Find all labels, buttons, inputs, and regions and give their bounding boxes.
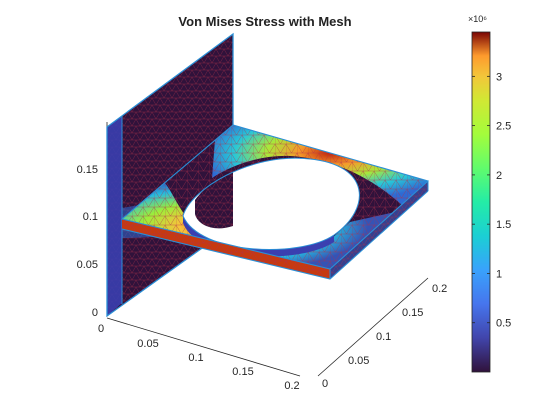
x-tick-label: 0.1 <box>188 352 203 364</box>
x-tick-label: 0.05 <box>137 338 158 350</box>
z-tick-label: 0 <box>92 307 98 319</box>
y-tick-label: 0.2 <box>432 283 447 295</box>
horizontal-plate <box>120 124 430 280</box>
x-tick-label: 0.15 <box>232 366 253 378</box>
chart-title: Von Mises Stress with Mesh <box>178 14 352 29</box>
colorbar-tick-label: 2 <box>496 170 502 182</box>
y-tick-label: 0.15 <box>402 307 423 319</box>
x-axis-line <box>106 317 301 377</box>
colorbar-tick-label: 0.5 <box>496 318 511 330</box>
x-tick-label: 0 <box>98 323 104 335</box>
colorbar-ticks: 0.5 1 1.5 2 2.5 3 <box>472 71 511 330</box>
y-tick-label: 0 <box>322 378 328 390</box>
colorbar-tick-label: 3 <box>496 71 502 83</box>
y-tick-label: 0.05 <box>348 355 369 367</box>
z-tick-label: 0.1 <box>83 211 98 223</box>
z-tick-label: 0.15 <box>77 164 98 176</box>
colorbar-tick-label: 1 <box>496 268 502 280</box>
y-axis-ticks: 0 0.05 0.1 0.15 0.2 <box>322 283 447 390</box>
colorbar: ×10⁶ 0.5 1 1.5 2 2.5 3 <box>468 14 511 373</box>
z-tick-label: 0.05 <box>77 259 98 271</box>
z-axis-ticks: 0 0.05 0.1 0.15 <box>77 164 98 319</box>
y-tick-label: 0.1 <box>376 331 391 343</box>
x-axis-ticks: 0 0.05 0.1 0.15 0.2 <box>98 323 300 392</box>
colorbar-tick-label: 2.5 <box>496 121 511 133</box>
colorbar-gradient <box>471 31 491 373</box>
x-tick-label: 0.2 <box>284 380 299 392</box>
colorbar-tick-label: 1.5 <box>496 219 511 231</box>
colorbar-exponent: ×10⁶ <box>468 14 487 24</box>
y-axis-line <box>317 277 429 377</box>
